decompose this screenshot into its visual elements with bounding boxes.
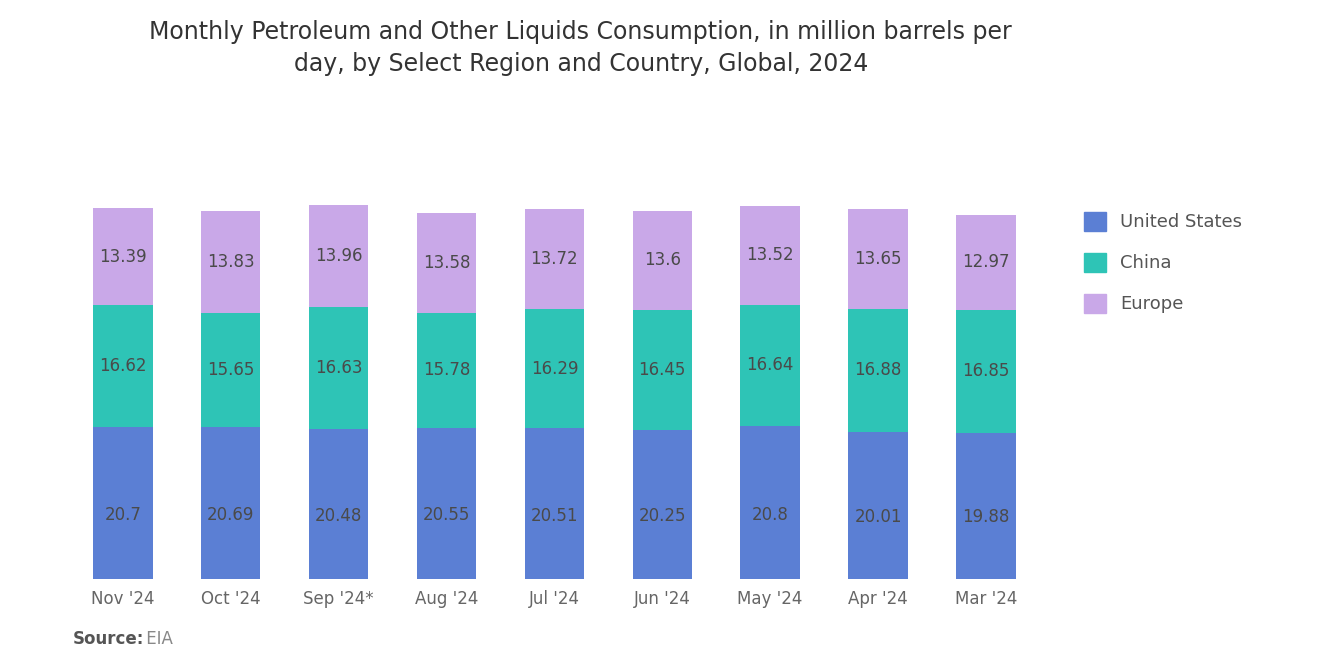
Legend: United States, China, Europe: United States, China, Europe bbox=[1074, 203, 1251, 323]
Text: 16.45: 16.45 bbox=[639, 361, 686, 379]
Bar bbox=[417, 213, 477, 313]
Text: 20.69: 20.69 bbox=[207, 506, 255, 524]
Bar bbox=[417, 313, 477, 428]
Text: Monthly Petroleum and Other Liquids Consumption, in million barrels per
day, by : Monthly Petroleum and Other Liquids Cons… bbox=[149, 20, 1012, 76]
Bar bbox=[632, 430, 692, 579]
Bar bbox=[525, 209, 583, 309]
Bar bbox=[417, 428, 477, 579]
Text: 16.29: 16.29 bbox=[531, 360, 578, 378]
Text: 20.51: 20.51 bbox=[531, 507, 578, 525]
Bar bbox=[849, 309, 908, 432]
Bar bbox=[94, 305, 153, 427]
Bar bbox=[201, 427, 260, 579]
Bar bbox=[741, 305, 800, 426]
Text: 13.39: 13.39 bbox=[99, 247, 147, 265]
Text: 13.6: 13.6 bbox=[644, 251, 681, 269]
Bar bbox=[201, 211, 260, 313]
Text: 12.97: 12.97 bbox=[962, 253, 1010, 271]
Text: 20.25: 20.25 bbox=[639, 507, 686, 525]
Text: 20.55: 20.55 bbox=[422, 507, 470, 525]
Bar bbox=[956, 215, 1015, 310]
Bar bbox=[309, 429, 368, 579]
Bar bbox=[849, 209, 908, 309]
Bar bbox=[956, 433, 1015, 579]
Text: 16.88: 16.88 bbox=[854, 361, 902, 380]
Bar bbox=[309, 205, 368, 307]
Text: 16.63: 16.63 bbox=[315, 359, 363, 377]
Bar bbox=[94, 207, 153, 305]
Text: 13.65: 13.65 bbox=[854, 249, 902, 268]
Text: 13.96: 13.96 bbox=[315, 247, 363, 265]
Text: 13.83: 13.83 bbox=[207, 253, 255, 271]
Text: 13.58: 13.58 bbox=[422, 254, 470, 272]
Text: 15.78: 15.78 bbox=[422, 362, 470, 380]
Bar bbox=[632, 211, 692, 310]
Text: 20.01: 20.01 bbox=[854, 508, 902, 526]
Text: 16.62: 16.62 bbox=[99, 357, 147, 375]
Bar bbox=[201, 313, 260, 427]
Bar bbox=[741, 205, 800, 305]
Bar bbox=[849, 432, 908, 579]
Text: Source:: Source: bbox=[73, 630, 144, 648]
Text: 20.7: 20.7 bbox=[104, 506, 141, 524]
Bar bbox=[94, 427, 153, 579]
Bar bbox=[956, 310, 1015, 433]
Text: 16.64: 16.64 bbox=[746, 356, 793, 374]
Text: 16.85: 16.85 bbox=[962, 362, 1010, 380]
Bar bbox=[525, 428, 583, 579]
Text: 15.65: 15.65 bbox=[207, 361, 255, 379]
Text: 20.48: 20.48 bbox=[315, 507, 363, 525]
Bar bbox=[525, 309, 583, 428]
Text: 13.52: 13.52 bbox=[746, 246, 793, 264]
Bar bbox=[741, 426, 800, 579]
Text: EIA: EIA bbox=[141, 630, 173, 648]
Text: 13.72: 13.72 bbox=[531, 250, 578, 268]
Bar bbox=[309, 307, 368, 429]
Text: 20.8: 20.8 bbox=[751, 505, 788, 523]
Text: 19.88: 19.88 bbox=[962, 509, 1010, 527]
Bar bbox=[632, 310, 692, 430]
